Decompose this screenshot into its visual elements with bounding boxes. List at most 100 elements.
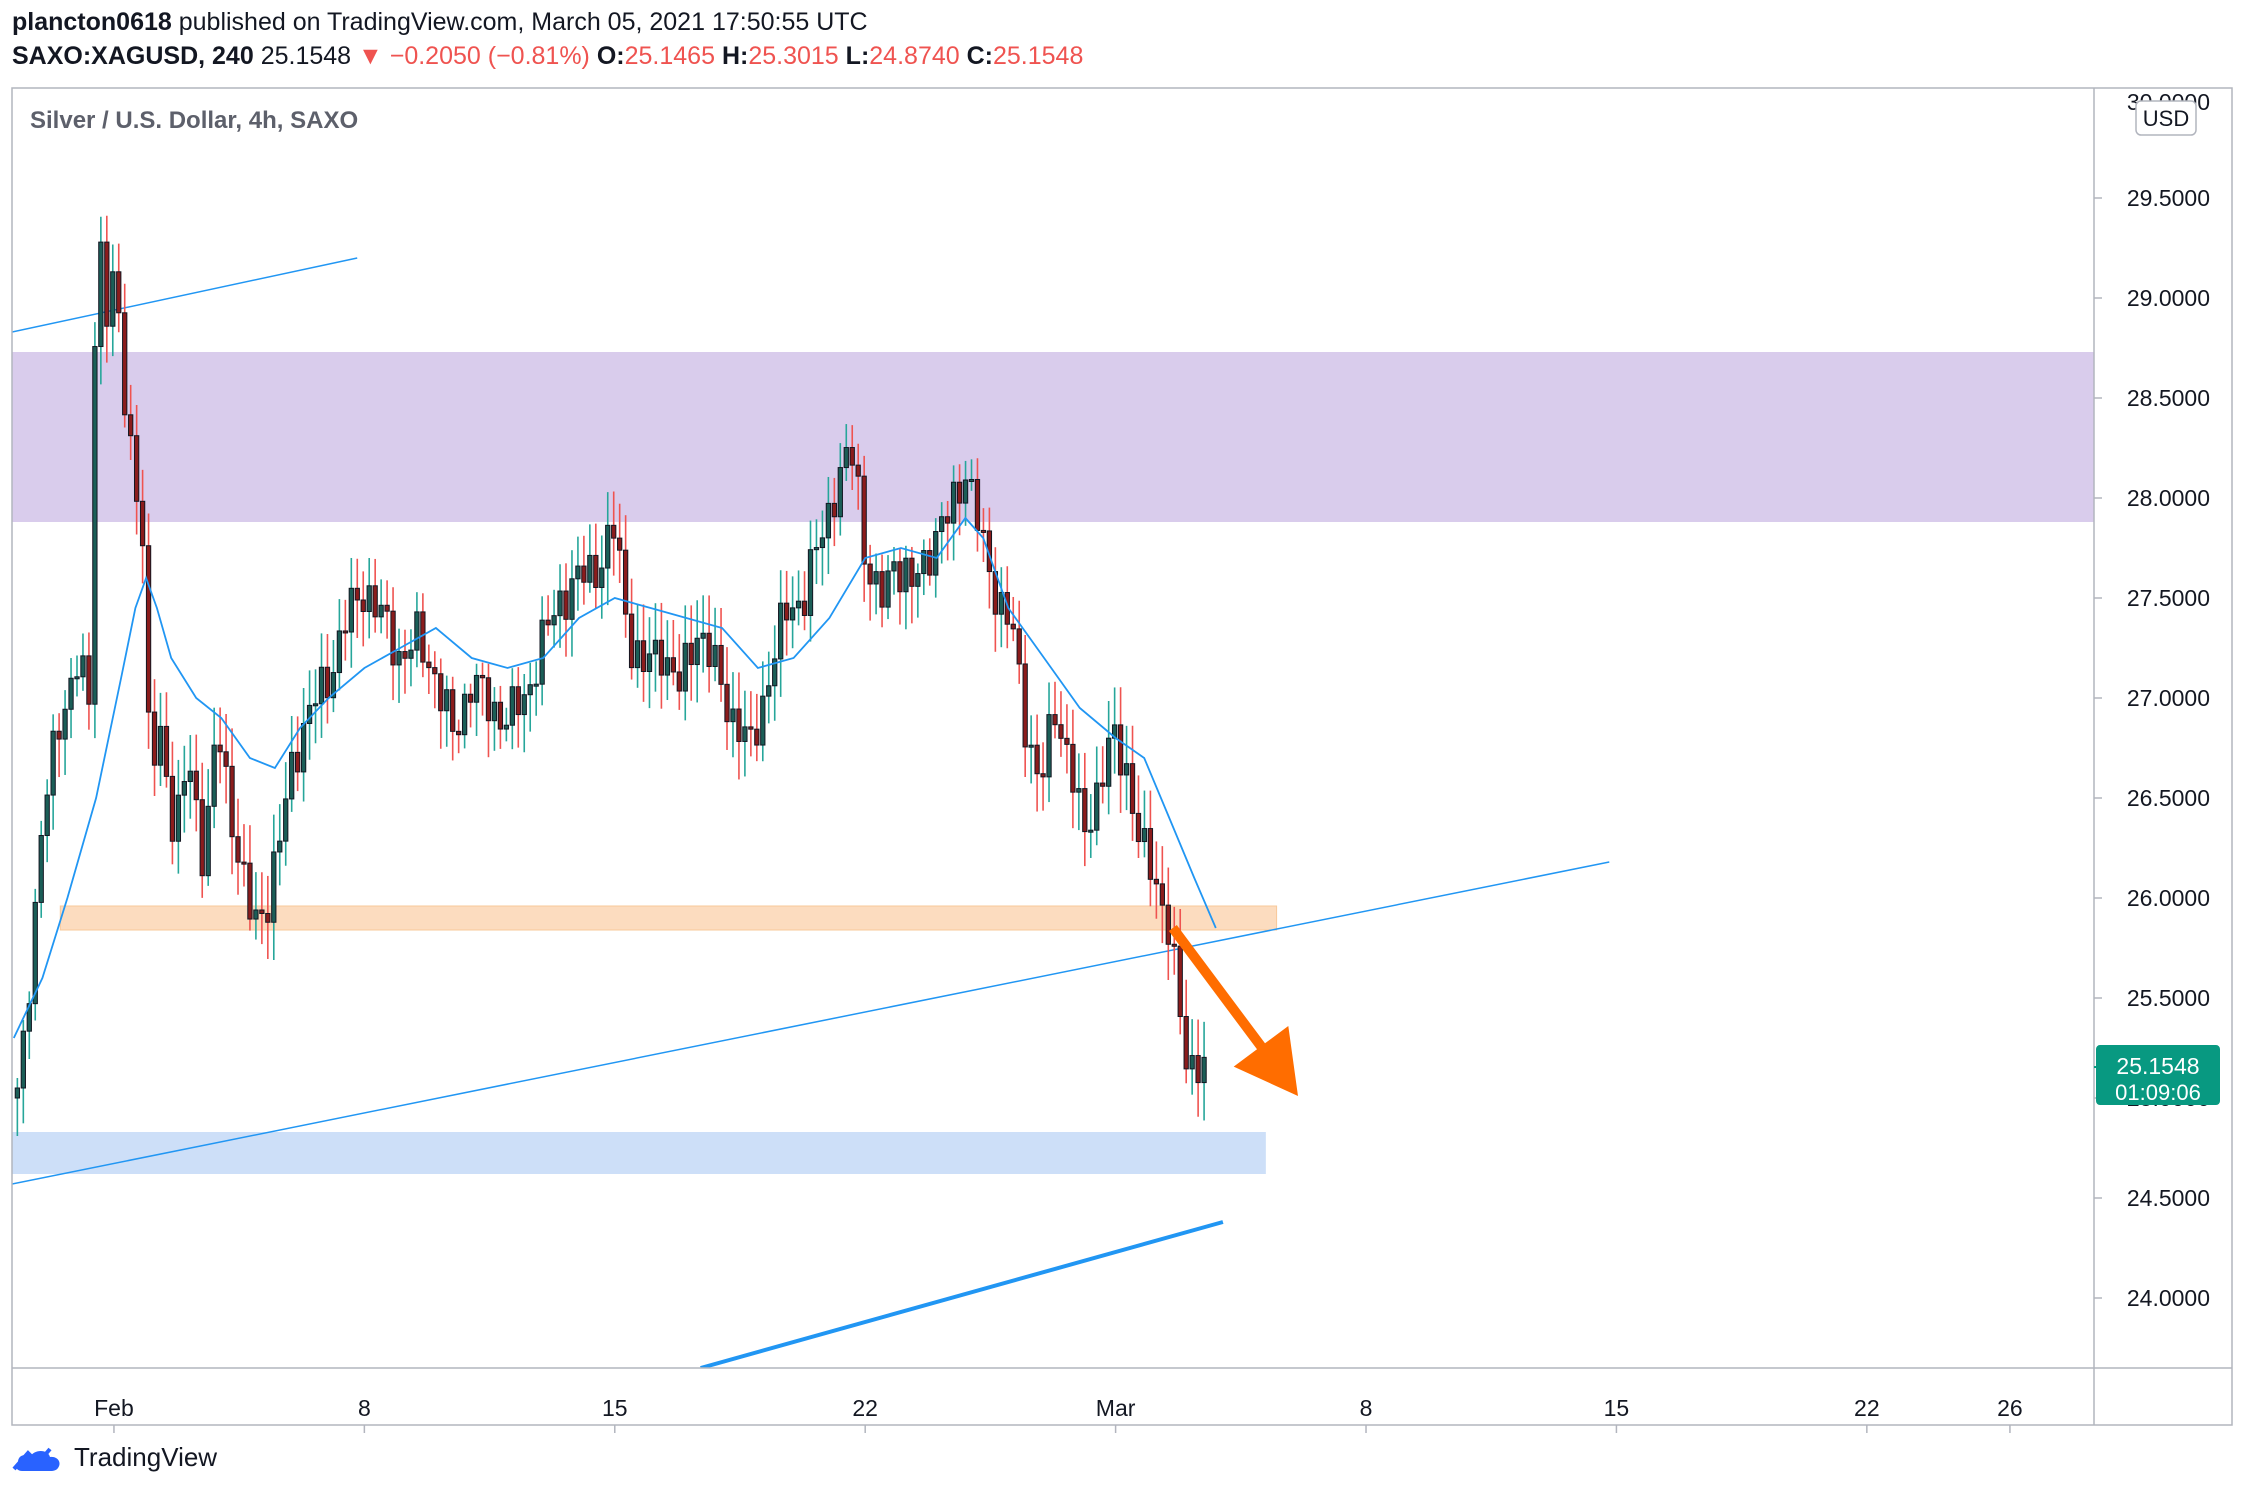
- candle-body: [807, 549, 814, 616]
- candle-body: [211, 744, 217, 807]
- footer-brand[interactable]: TradingView: [12, 1442, 217, 1473]
- candle-body: [1117, 724, 1124, 776]
- candle: [354, 558, 360, 638]
- candle-body: [450, 689, 456, 732]
- candle: [557, 564, 563, 648]
- candle: [1111, 687, 1118, 774]
- support-zone: [59, 905, 1278, 931]
- y-tick-label: 28.0000: [2127, 485, 2210, 511]
- candle: [1171, 906, 1177, 975]
- candle-body: [32, 901, 38, 1005]
- candle-body: [652, 639, 659, 655]
- candle: [676, 634, 682, 710]
- candle-body: [980, 529, 987, 533]
- candle-body: [283, 798, 289, 842]
- candle: [1034, 714, 1040, 812]
- candle-body: [473, 674, 480, 703]
- candle: [414, 592, 420, 668]
- candle-body: [819, 537, 826, 549]
- y-tick-label: 29.0000: [2127, 285, 2210, 311]
- candle: [1117, 687, 1124, 813]
- candle: [408, 629, 414, 687]
- candle-body: [766, 685, 772, 697]
- candle-body: [1064, 737, 1070, 745]
- candle: [670, 619, 676, 686]
- candle-body: [778, 602, 784, 660]
- y-tick-label: 26.5000: [2127, 785, 2210, 811]
- candle-body: [849, 447, 855, 466]
- candle-body: [14, 1087, 21, 1099]
- symbol-name: SAXO:XAGUSD, 240: [12, 42, 254, 70]
- candle-body: [241, 861, 247, 865]
- candle-body: [68, 677, 74, 710]
- candle-body: [205, 805, 211, 877]
- candle-body: [795, 600, 802, 609]
- candle-body: [294, 751, 301, 773]
- candle-body: [62, 708, 68, 740]
- candle: [116, 243, 122, 333]
- candle-body: [253, 909, 259, 920]
- candle-body: [104, 241, 110, 327]
- candle-body: [700, 632, 706, 639]
- candle-body: [509, 686, 515, 726]
- close-value: 25.1548: [993, 42, 1084, 70]
- candle: [145, 513, 152, 749]
- price-label-box: [2096, 1045, 2220, 1106]
- candle: [163, 692, 170, 788]
- candle: [473, 663, 480, 737]
- candle-body: [617, 537, 623, 551]
- candle: [432, 651, 438, 709]
- candle-body: [414, 611, 420, 651]
- x-tick-label: 8: [358, 1395, 371, 1421]
- candle: [1141, 790, 1148, 858]
- candle-body: [467, 693, 474, 703]
- candle: [766, 651, 772, 724]
- candle: [1129, 725, 1136, 841]
- candle-body: [265, 912, 271, 923]
- candle-body: [551, 615, 557, 626]
- candle-body: [557, 590, 563, 617]
- y-tick-label: 25.5000: [2127, 985, 2210, 1011]
- candle: [122, 283, 128, 428]
- publisher-name[interactable]: plancton0618: [12, 8, 172, 36]
- candle-body: [998, 592, 1004, 615]
- candle-body: [670, 657, 676, 673]
- low-label: L:: [845, 42, 870, 70]
- candle: [778, 570, 784, 697]
- candle-body: [408, 649, 414, 659]
- candle-body: [157, 725, 164, 766]
- candle: [718, 607, 724, 702]
- candle-body: [754, 728, 760, 746]
- candle-body: [527, 684, 533, 696]
- candle: [807, 520, 814, 642]
- candle-body: [1052, 714, 1058, 726]
- candle: [104, 215, 110, 363]
- rising-trendline: [12, 861, 1610, 1185]
- candle: [1064, 704, 1070, 774]
- y-tick-label: 26.0000: [2127, 885, 2210, 911]
- candle-body: [545, 619, 551, 626]
- candle-body: [915, 573, 921, 587]
- candle-body: [128, 414, 134, 437]
- candle: [521, 673, 527, 753]
- candle: [742, 690, 748, 777]
- candle-body: [1183, 1016, 1189, 1070]
- candle: [32, 888, 38, 1021]
- candle-body: [145, 545, 152, 713]
- candle: [503, 707, 510, 742]
- candle: [998, 567, 1004, 648]
- candle: [1040, 742, 1046, 811]
- candle-body: [962, 479, 969, 504]
- y-tick-label: 24.5000: [2127, 1185, 2210, 1211]
- candle-body: [628, 613, 635, 669]
- candle-body: [139, 500, 146, 547]
- candle-body: [300, 722, 307, 773]
- candle-body: [491, 701, 498, 722]
- candle: [139, 469, 146, 584]
- candle: [694, 600, 700, 703]
- candle-body: [903, 557, 909, 593]
- candle-body: [163, 725, 170, 777]
- candle: [271, 814, 277, 960]
- candle: [646, 617, 653, 709]
